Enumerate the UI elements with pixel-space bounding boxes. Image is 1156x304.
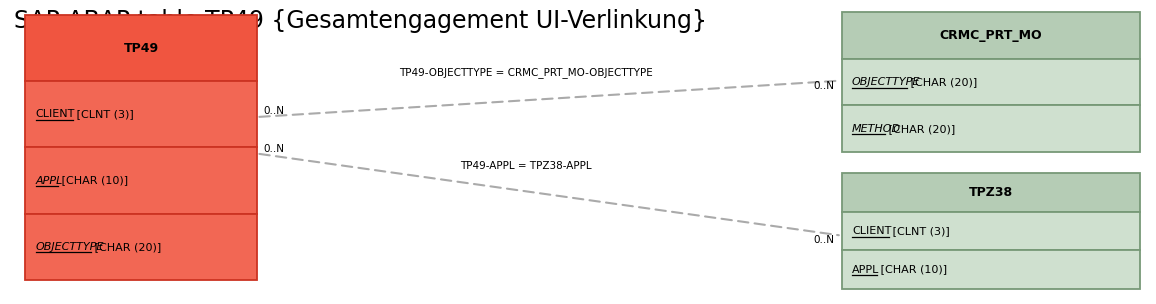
Text: CLIENT: CLIENT: [852, 226, 891, 236]
Text: [CHAR (20)]: [CHAR (20)]: [91, 242, 162, 252]
Text: [CHAR (20)]: [CHAR (20)]: [885, 124, 956, 134]
Text: SAP ABAP table TP49 {Gesamtengagement UI-Verlinkung}: SAP ABAP table TP49 {Gesamtengagement UI…: [14, 9, 706, 33]
Polygon shape: [842, 212, 1140, 250]
Text: [CHAR (10)]: [CHAR (10)]: [877, 264, 947, 275]
Text: [CLNT (3)]: [CLNT (3)]: [73, 109, 134, 119]
Text: TPZ38: TPZ38: [969, 186, 1013, 199]
Polygon shape: [25, 81, 257, 147]
Text: CLIENT: CLIENT: [36, 109, 75, 119]
Text: APPL: APPL: [852, 264, 880, 275]
Text: CRMC_PRT_MO: CRMC_PRT_MO: [940, 29, 1042, 42]
Polygon shape: [842, 59, 1140, 105]
Text: [CHAR (20)]: [CHAR (20)]: [907, 77, 978, 87]
Text: TP49-APPL = TPZ38-APPL: TP49-APPL = TPZ38-APPL: [460, 161, 592, 171]
Polygon shape: [25, 15, 257, 81]
Polygon shape: [842, 105, 1140, 152]
Polygon shape: [25, 213, 257, 280]
Text: OBJECTTYPE: OBJECTTYPE: [852, 77, 920, 87]
Text: OBJECTTYPE: OBJECTTYPE: [36, 242, 104, 252]
Polygon shape: [842, 250, 1140, 289]
Text: 0..N: 0..N: [264, 144, 284, 154]
Text: 0..N: 0..N: [264, 106, 284, 116]
Text: APPL: APPL: [36, 175, 64, 185]
Polygon shape: [25, 147, 257, 214]
Text: [CLNT (3)]: [CLNT (3)]: [889, 226, 950, 236]
Text: 0..N: 0..N: [814, 81, 835, 91]
Polygon shape: [842, 12, 1140, 59]
Text: TP49: TP49: [124, 42, 158, 55]
Polygon shape: [842, 173, 1140, 212]
Text: 0..N: 0..N: [814, 235, 835, 245]
Text: METHOD: METHOD: [852, 124, 901, 134]
Text: [CHAR (10)]: [CHAR (10)]: [58, 175, 128, 185]
Text: TP49-OBJECTTYPE = CRMC_PRT_MO-OBJECTTYPE: TP49-OBJECTTYPE = CRMC_PRT_MO-OBJECTTYPE: [399, 67, 653, 78]
